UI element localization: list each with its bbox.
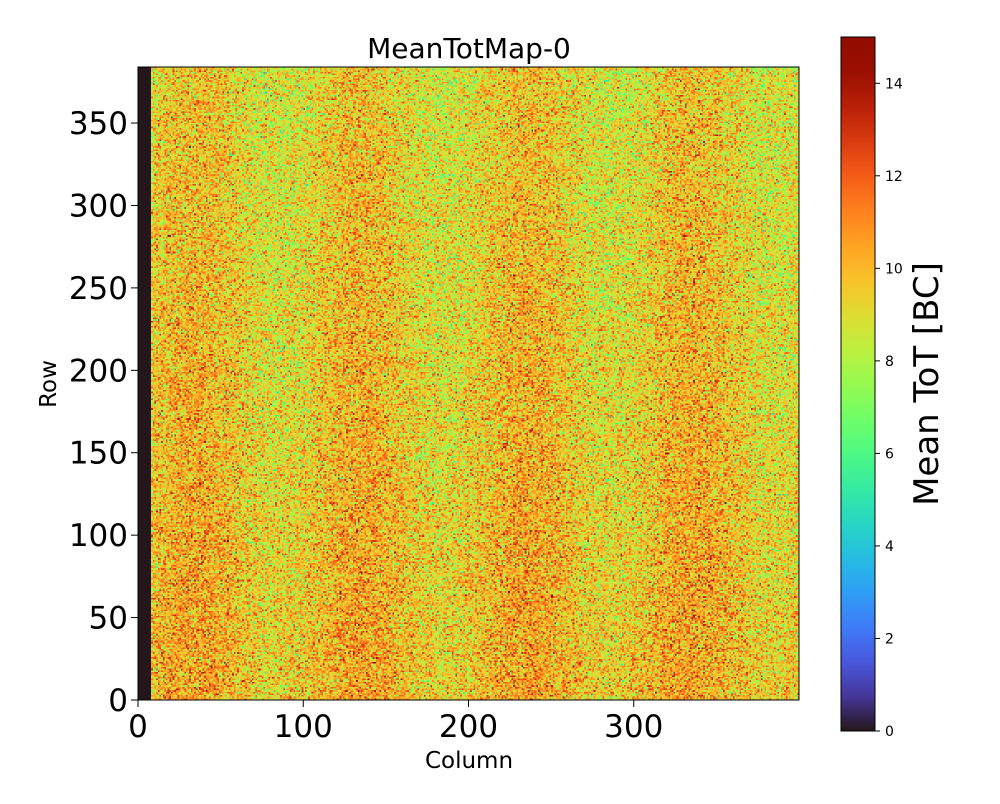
y-tick-label: 50 [89,601,128,637]
y-tick-label: 300 [69,188,128,224]
y-tick-label: 250 [69,271,128,307]
colorbar-tick-label: 0 [885,724,894,740]
colorbar-tick-label: 12 [885,169,903,185]
x-tick-label: 300 [604,709,663,745]
y-tick-label: 350 [69,106,128,142]
y-tick-label: 150 [69,436,128,472]
colorbar-tick-label: 8 [885,354,894,370]
chart-title: MeanTotMap-0 [367,32,571,65]
x-axis: 0 100 200 300 [128,700,663,745]
x-tick-label: 200 [439,709,498,745]
colorbar-tick-label: 10 [885,261,903,277]
y-tick-label: 0 [108,683,128,719]
colorbar-ticks: 0 2 4 6 8 10 12 14 [875,76,903,740]
plot-area [137,66,800,701]
y-tick-label: 100 [69,518,128,554]
y-tick-label: 200 [69,353,128,389]
heatmap-cells [138,67,799,700]
x-tick-label: 100 [274,709,333,745]
colorbar-tick-label: 6 [885,446,894,462]
x-axis-label: Column [425,748,513,774]
colorbar-tick-label: 14 [885,76,903,92]
colorbar-gradient [840,36,876,732]
colorbar-label: Mean ToT [BC] [907,262,947,506]
colorbar-tick-label: 2 [885,631,894,647]
x-tick-label: 0 [128,709,148,745]
y-axis: 0 50 100 150 200 250 300 350 [69,106,138,719]
y-axis-label: Row [36,360,62,408]
colorbar: 0 2 4 6 8 10 12 14 Mean ToT [BC] [840,36,947,740]
colorbar-tick-label: 4 [885,539,894,555]
